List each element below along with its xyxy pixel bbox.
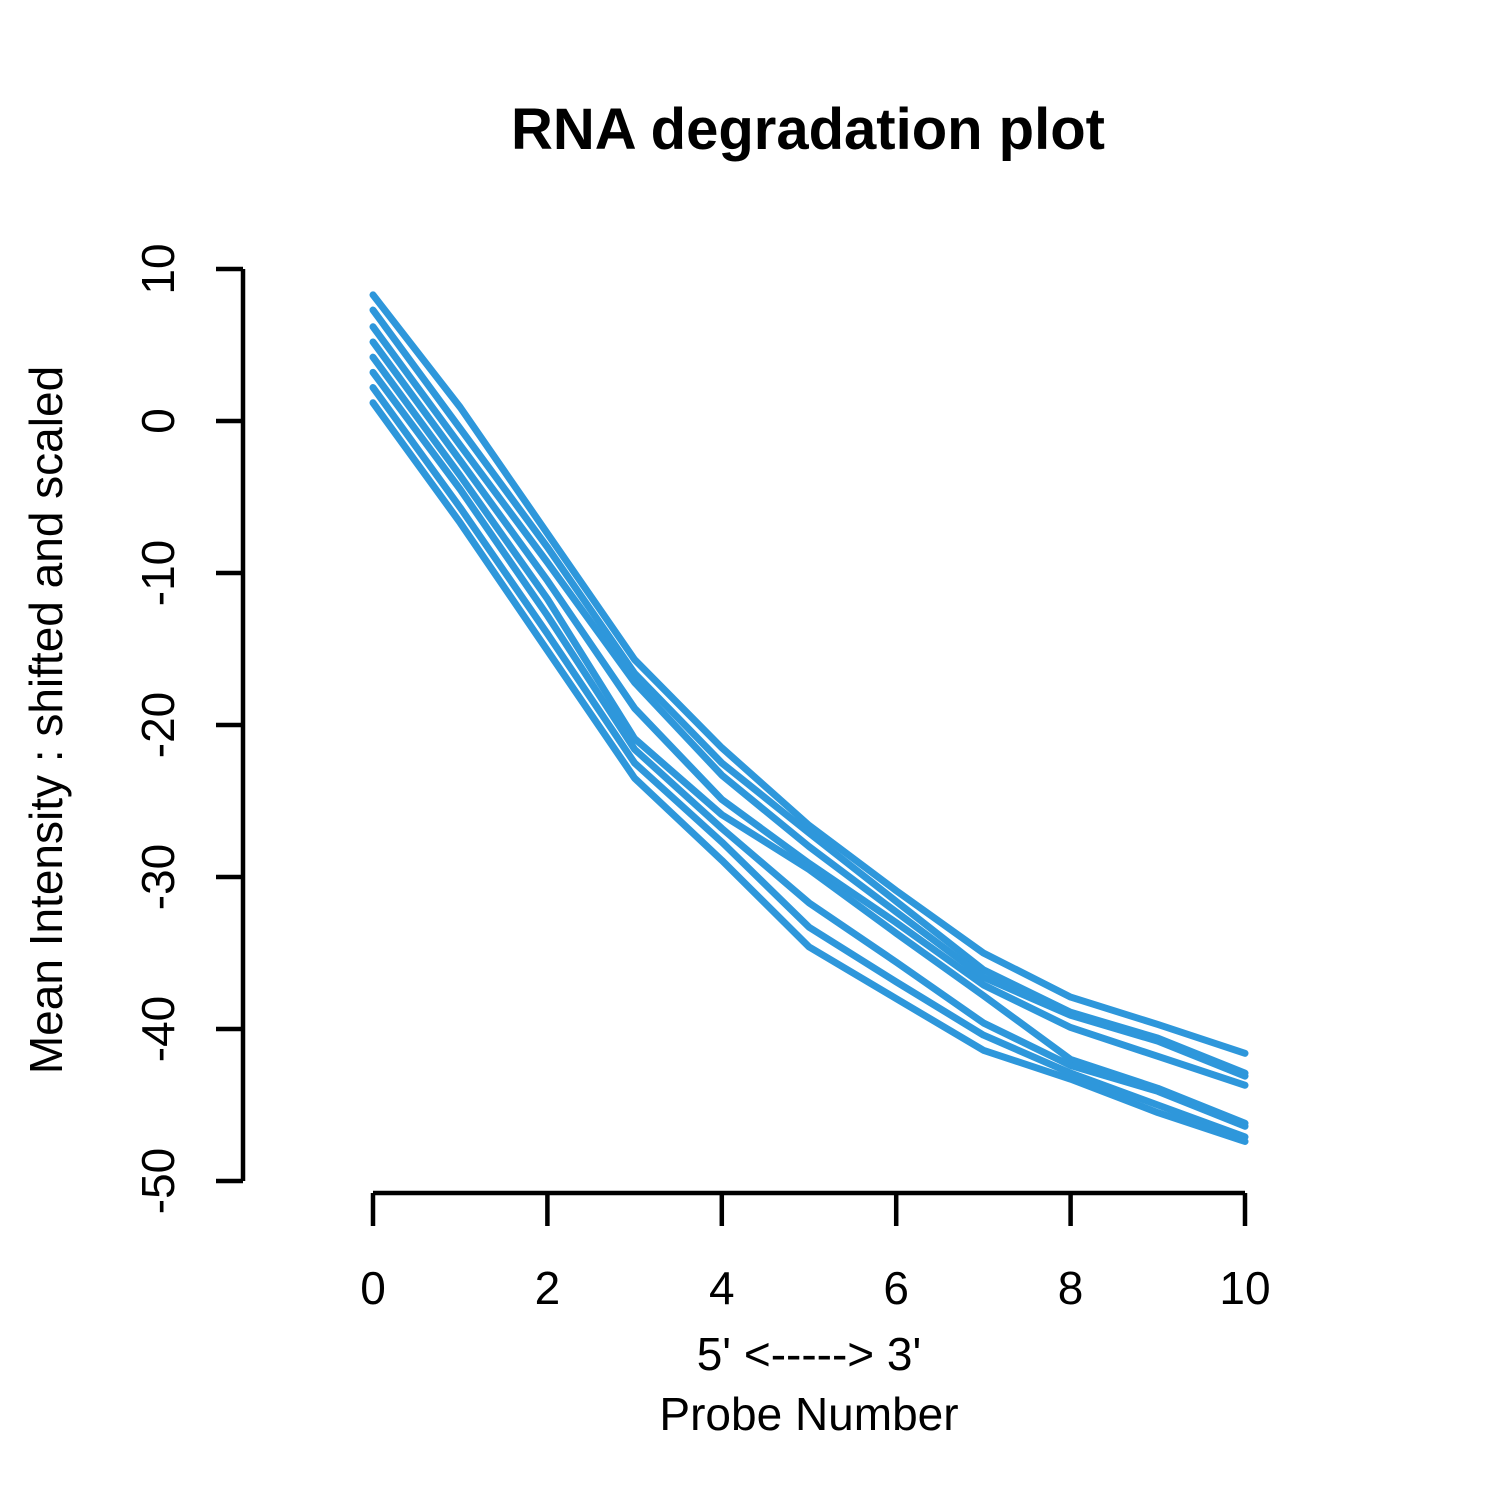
x-tick-label: 2 <box>535 1262 561 1314</box>
y-tick-label: -40 <box>132 996 184 1062</box>
series-line <box>369 384 1249 1141</box>
y-tick-label: -30 <box>132 844 184 910</box>
plot-title: RNA degradation plot <box>511 97 1105 162</box>
series-line <box>369 306 1249 1077</box>
series-line <box>369 323 1249 1080</box>
x-axis-direction-label: 5' <-----> 3' <box>696 1328 922 1380</box>
y-tick-label: -20 <box>132 692 184 758</box>
x-tick-label: 4 <box>709 1262 735 1314</box>
x-tick-label: 8 <box>1058 1262 1084 1314</box>
x-tick-label: 0 <box>360 1262 386 1314</box>
series-line <box>369 399 1249 1145</box>
series-line <box>369 353 1249 1127</box>
x-tick-label: 10 <box>1219 1262 1270 1314</box>
y-tick-label: -50 <box>132 1148 184 1214</box>
y-tick-label: 0 <box>132 408 184 434</box>
x-tick-label: 6 <box>883 1262 909 1314</box>
series-line <box>369 338 1249 1089</box>
series-line <box>369 291 1249 1057</box>
series-line <box>369 368 1249 1130</box>
y-tick-label: 10 <box>132 243 184 294</box>
y-tick-label: -10 <box>132 540 184 606</box>
x-axis-label: Probe Number <box>659 1388 959 1440</box>
